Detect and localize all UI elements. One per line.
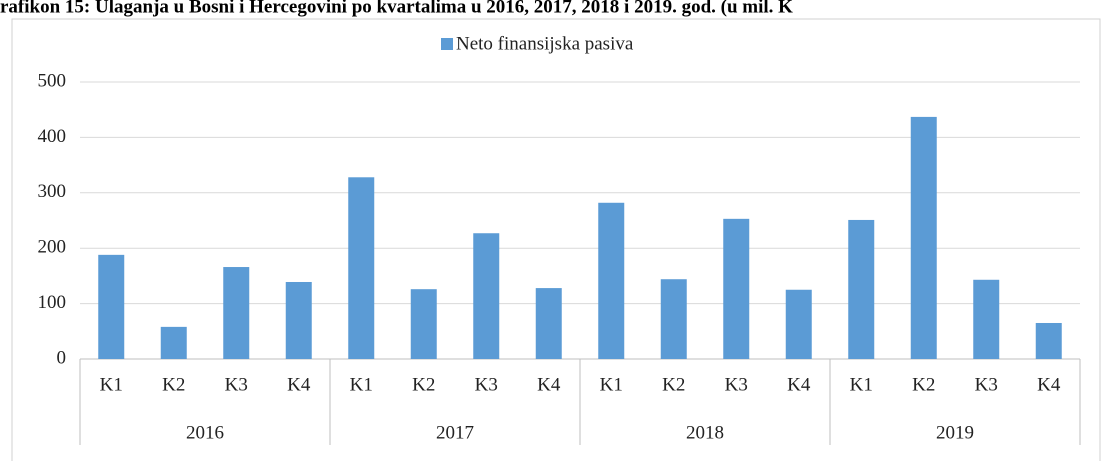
x-tick-label: K3 — [725, 374, 748, 395]
bar — [1035, 322, 1062, 359]
bar — [785, 289, 812, 359]
group-label: 2016 — [186, 422, 224, 443]
bar — [598, 202, 625, 359]
x-tick-label: K4 — [287, 374, 311, 395]
y-tick-label: 0 — [57, 347, 67, 368]
group-label: 2018 — [686, 422, 724, 443]
bar — [535, 288, 562, 359]
bar — [973, 279, 1000, 359]
y-tick-label: 500 — [38, 70, 67, 91]
x-tick-label: K3 — [975, 374, 998, 395]
x-tick-label: K4 — [537, 374, 561, 395]
bar — [473, 233, 500, 359]
x-tick-label: K4 — [1037, 374, 1061, 395]
y-tick-label: 200 — [38, 237, 67, 258]
bar — [348, 177, 375, 359]
x-tick-label: K2 — [162, 374, 185, 395]
legend-swatch — [441, 38, 453, 50]
x-tick-label: K1 — [850, 374, 873, 395]
chart-frame — [11, 18, 1101, 461]
x-tick-label: K4 — [787, 374, 811, 395]
group-label: 2019 — [936, 422, 974, 443]
x-tick-label: K1 — [600, 374, 623, 395]
x-tick-label: K3 — [475, 374, 498, 395]
bar — [910, 116, 937, 359]
bar — [660, 279, 687, 359]
bar — [160, 326, 187, 359]
bar — [410, 289, 437, 359]
x-tick-label: K1 — [350, 374, 373, 395]
chart-title: rafikon 15: Ulaganja u Bosni i Hercegovi… — [0, 0, 793, 17]
x-tick-label: K3 — [225, 374, 248, 395]
y-tick-label: 100 — [38, 292, 67, 313]
x-tick-label: K2 — [912, 374, 935, 395]
bar — [848, 219, 875, 359]
y-tick-label: 400 — [38, 126, 67, 147]
bar — [285, 281, 312, 359]
x-tick-label: K2 — [662, 374, 685, 395]
bar — [723, 218, 750, 359]
bar — [223, 267, 250, 359]
y-tick-label: 300 — [38, 181, 67, 202]
group-label: 2017 — [436, 422, 474, 443]
x-tick-label: K1 — [100, 374, 123, 395]
bar — [98, 254, 125, 359]
x-tick-label: K2 — [412, 374, 435, 395]
legend-label: Neto finansijska pasiva — [456, 33, 634, 54]
